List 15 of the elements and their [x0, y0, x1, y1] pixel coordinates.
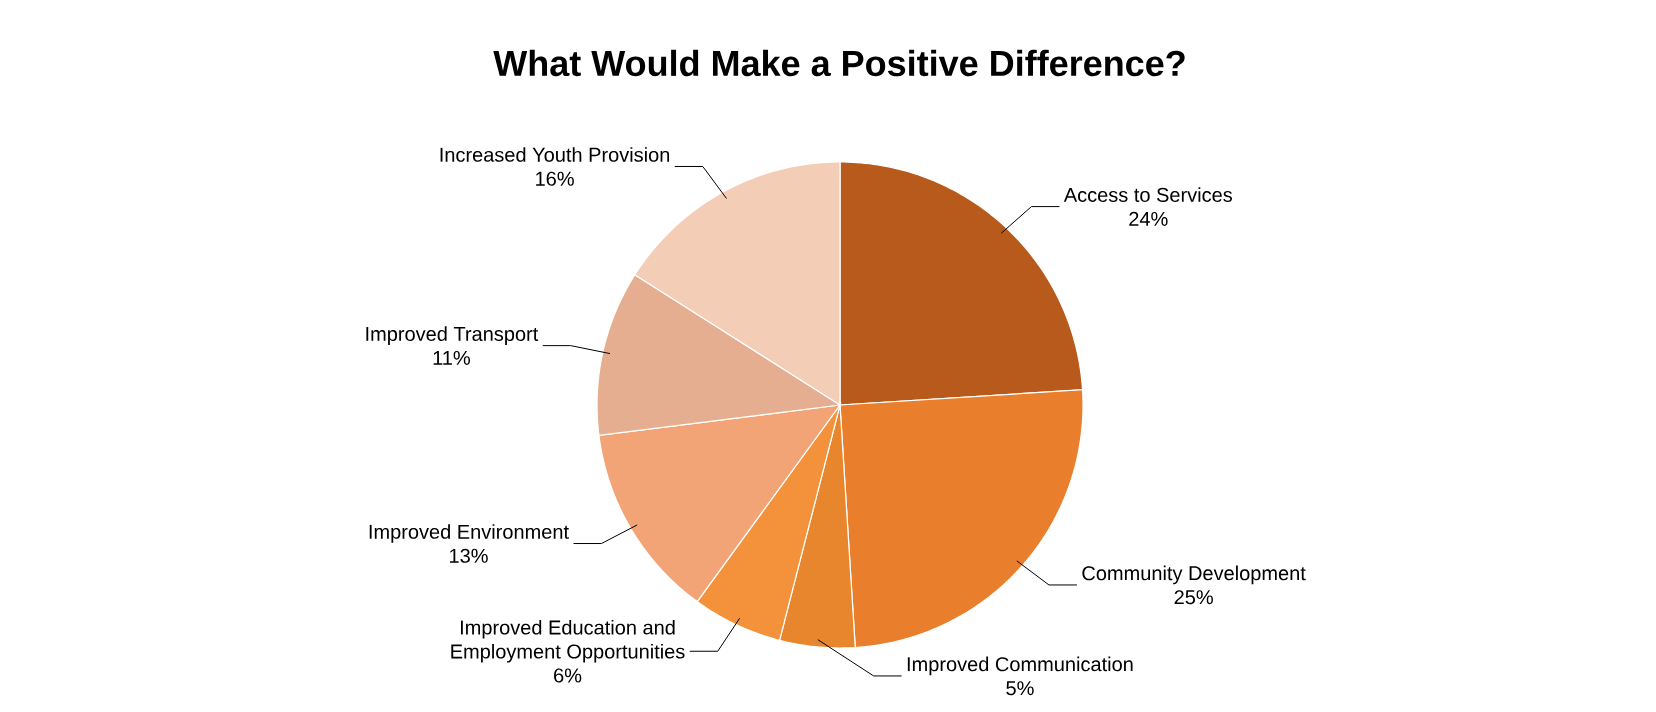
data-label: 11% [433, 350, 470, 365]
slice-label: Improved Environment [369, 524, 569, 543]
data-label: 25% [1174, 590, 1213, 605]
slice-label: Improved Transport [366, 326, 539, 345]
data-label: 6% [554, 668, 582, 683]
data-label: 5% [1006, 681, 1034, 696]
chart-title: What Would Make a Positive Difference? [493, 49, 1185, 77]
slice-label: Improved Education and Employment Opportunities [451, 619, 685, 663]
slice-label: Increased Youth Provision [440, 147, 670, 162]
data-label: 24% [1129, 211, 1168, 226]
data-label: 13% [450, 548, 488, 563]
data-label: 16% [536, 171, 574, 186]
slice-label: Improved Communication [907, 656, 1133, 676]
slice-label: Community Development [1082, 565, 1306, 585]
slice-label: Access to Services [1063, 187, 1233, 202]
